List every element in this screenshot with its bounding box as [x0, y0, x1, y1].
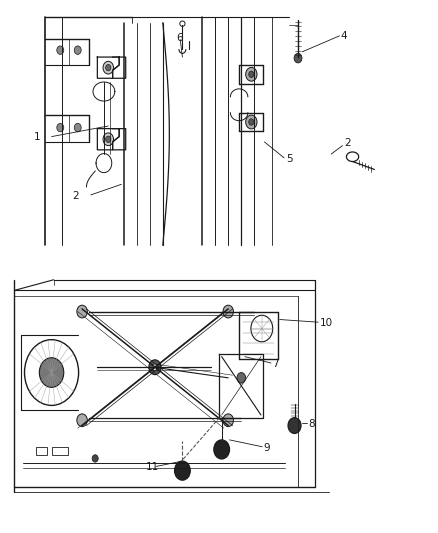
Circle shape	[223, 414, 233, 426]
Circle shape	[57, 46, 64, 54]
Text: 2: 2	[72, 191, 79, 201]
Circle shape	[103, 133, 113, 146]
Circle shape	[92, 455, 98, 462]
Text: 6: 6	[176, 33, 182, 43]
Circle shape	[103, 61, 113, 74]
Circle shape	[223, 305, 233, 318]
Circle shape	[152, 364, 157, 370]
Circle shape	[248, 71, 254, 77]
Circle shape	[106, 64, 111, 71]
Circle shape	[74, 46, 81, 54]
Circle shape	[174, 461, 190, 480]
Circle shape	[77, 414, 87, 426]
Circle shape	[77, 305, 87, 318]
Circle shape	[213, 440, 229, 459]
Circle shape	[287, 418, 300, 433]
Text: 10: 10	[319, 318, 332, 328]
Circle shape	[106, 136, 111, 142]
Text: 9: 9	[263, 443, 269, 453]
Circle shape	[245, 115, 256, 129]
Circle shape	[39, 358, 64, 387]
Circle shape	[237, 373, 245, 383]
Circle shape	[248, 119, 254, 125]
Text: 4: 4	[340, 31, 346, 41]
Circle shape	[57, 123, 64, 132]
Circle shape	[74, 123, 81, 132]
Circle shape	[148, 360, 161, 375]
Text: 7: 7	[272, 359, 278, 369]
Text: 11: 11	[145, 463, 158, 472]
Text: 1: 1	[34, 132, 41, 142]
Text: 2: 2	[343, 139, 350, 149]
Text: 8: 8	[308, 419, 314, 429]
Bar	[51, 447, 68, 455]
Circle shape	[293, 53, 301, 63]
Bar	[36, 447, 47, 455]
Text: 5: 5	[285, 155, 292, 164]
Circle shape	[245, 67, 256, 81]
